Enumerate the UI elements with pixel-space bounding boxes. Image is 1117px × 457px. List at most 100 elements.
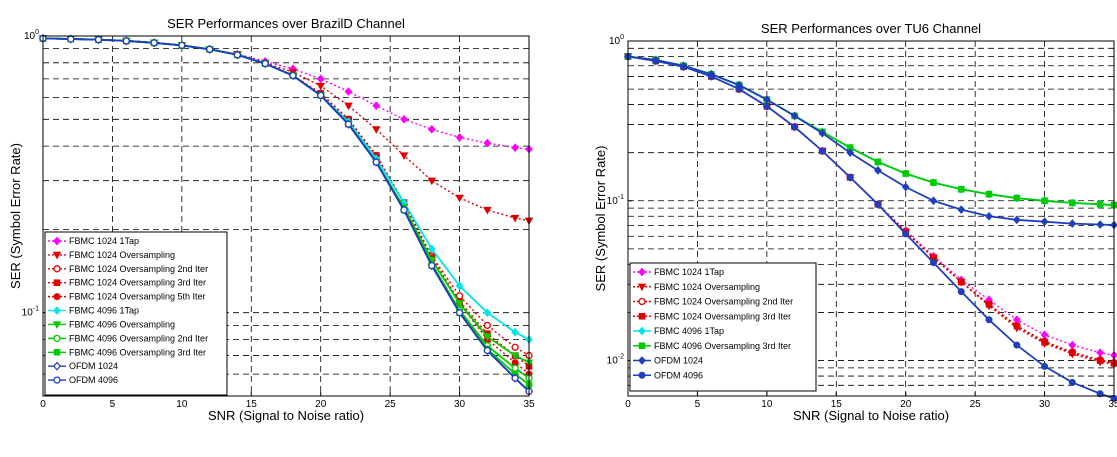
data-point xyxy=(818,147,826,155)
data-point xyxy=(511,327,519,337)
legend-label: FBMC 1024 Oversampling 3rd Iter xyxy=(69,278,206,288)
data-point xyxy=(371,126,381,134)
data-point xyxy=(344,87,353,96)
legend-label: FBMC 1024 Oversampling 2nd Iter xyxy=(69,264,208,274)
x-tick-label: 15 xyxy=(246,399,258,410)
x-tick-label: 35 xyxy=(1108,399,1117,410)
legend-marker xyxy=(53,236,61,246)
legend-label: FBMC 1024 Oversampling xyxy=(69,250,175,260)
data-point xyxy=(455,194,464,203)
x-axis-label: SNR (Signal to Noise ratio) xyxy=(208,408,364,423)
data-point xyxy=(707,72,715,80)
y-tick-base: 10 xyxy=(609,36,621,47)
data-point xyxy=(289,71,297,80)
y-tick-exponent: -1 xyxy=(618,194,624,201)
legend-marker xyxy=(638,297,646,306)
x-tick-label: 30 xyxy=(454,399,466,410)
data-point xyxy=(427,124,436,134)
data-point xyxy=(178,41,186,50)
legend-label: OFDM 1024 xyxy=(654,356,703,366)
legend: FBMC 1024 1Tap FBMC 1024 Oversampling FBMC… xyxy=(629,262,817,392)
data-point xyxy=(316,74,325,84)
legend-marker xyxy=(53,376,61,384)
data-point xyxy=(957,205,966,214)
data-point xyxy=(874,166,882,175)
data-point xyxy=(428,261,436,270)
data-point xyxy=(483,321,491,330)
data-point xyxy=(483,333,492,341)
y-tick-base: 10 xyxy=(607,196,619,207)
legend-label: FBMC 4096 1Tap xyxy=(69,306,139,316)
data-point xyxy=(1013,322,1021,330)
data-point xyxy=(122,37,130,45)
data-point xyxy=(94,36,103,44)
data-point xyxy=(1012,215,1021,225)
data-point xyxy=(205,45,214,53)
legend-label: FBMC 4096 Oversampling 3rd Iter xyxy=(69,347,206,357)
data-point xyxy=(874,200,882,208)
legend-marker xyxy=(637,283,647,292)
legend-marker xyxy=(53,306,61,315)
data-point xyxy=(735,85,743,93)
legend-label: OFDM 1024 xyxy=(69,361,118,371)
data-point xyxy=(1013,341,1021,349)
y-tick-base: 10 xyxy=(22,308,34,319)
data-point xyxy=(1041,339,1048,346)
x-axis-label: SNR (Signal to Noise ratio) xyxy=(793,408,949,423)
data-point xyxy=(791,123,799,131)
data-point xyxy=(372,158,380,166)
legend-marker xyxy=(638,342,646,350)
data-point xyxy=(344,120,353,128)
legend-label: OFDM 4096 xyxy=(654,370,703,380)
legend-label: OFDM 4096 xyxy=(69,375,118,385)
data-point xyxy=(957,288,965,296)
data-point xyxy=(510,214,520,223)
data-point xyxy=(317,91,325,100)
data-point xyxy=(902,170,910,177)
data-point xyxy=(985,190,993,198)
y-tick-exponent: -1 xyxy=(33,306,39,313)
data-point xyxy=(427,244,436,254)
data-point xyxy=(511,343,519,351)
data-point xyxy=(399,152,409,160)
legend-label: FBMC 1024 1Tap xyxy=(69,236,139,246)
data-point xyxy=(483,346,491,355)
y-tick-label: 100 xyxy=(609,34,624,47)
y-tick-label: 10-2 xyxy=(607,354,624,367)
y-tick-label: 10-1 xyxy=(22,306,39,319)
data-point xyxy=(1068,378,1076,386)
data-point xyxy=(846,148,855,158)
y-tick-exponent: 0 xyxy=(620,34,624,41)
data-point xyxy=(510,352,520,360)
data-point xyxy=(930,179,937,186)
data-point xyxy=(652,57,660,65)
legend-marker xyxy=(638,326,646,336)
x-tick-label: 25 xyxy=(385,399,397,410)
data-point xyxy=(1096,357,1104,364)
data-point xyxy=(344,102,353,111)
data-point xyxy=(874,158,882,166)
data-point xyxy=(957,278,965,286)
data-point xyxy=(483,308,492,318)
data-point xyxy=(150,39,158,47)
y-tick-exponent: 0 xyxy=(35,29,39,36)
x-tick-label: 5 xyxy=(110,399,116,410)
legend-marker xyxy=(52,321,62,329)
x-tick-label: 20 xyxy=(900,399,912,410)
legend-label: FBMC 4096 1Tap xyxy=(654,326,724,336)
legend-marker xyxy=(638,356,646,365)
data-point xyxy=(901,182,910,192)
data-point xyxy=(1069,349,1076,356)
data-point xyxy=(400,114,408,124)
y-axis-label: SER (Symbol Error Rate) xyxy=(593,146,608,292)
y-axis-label: SER (Symbol Error Rate) xyxy=(8,143,23,289)
chart-title: SER Performances over TU6 Channel xyxy=(761,21,981,36)
data-point xyxy=(957,185,965,193)
x-tick-label: 35 xyxy=(523,399,535,410)
x-tick-label: 0 xyxy=(40,399,46,410)
data-point xyxy=(316,82,325,91)
legend-label: FBMC 1024 Oversampling xyxy=(654,282,760,292)
